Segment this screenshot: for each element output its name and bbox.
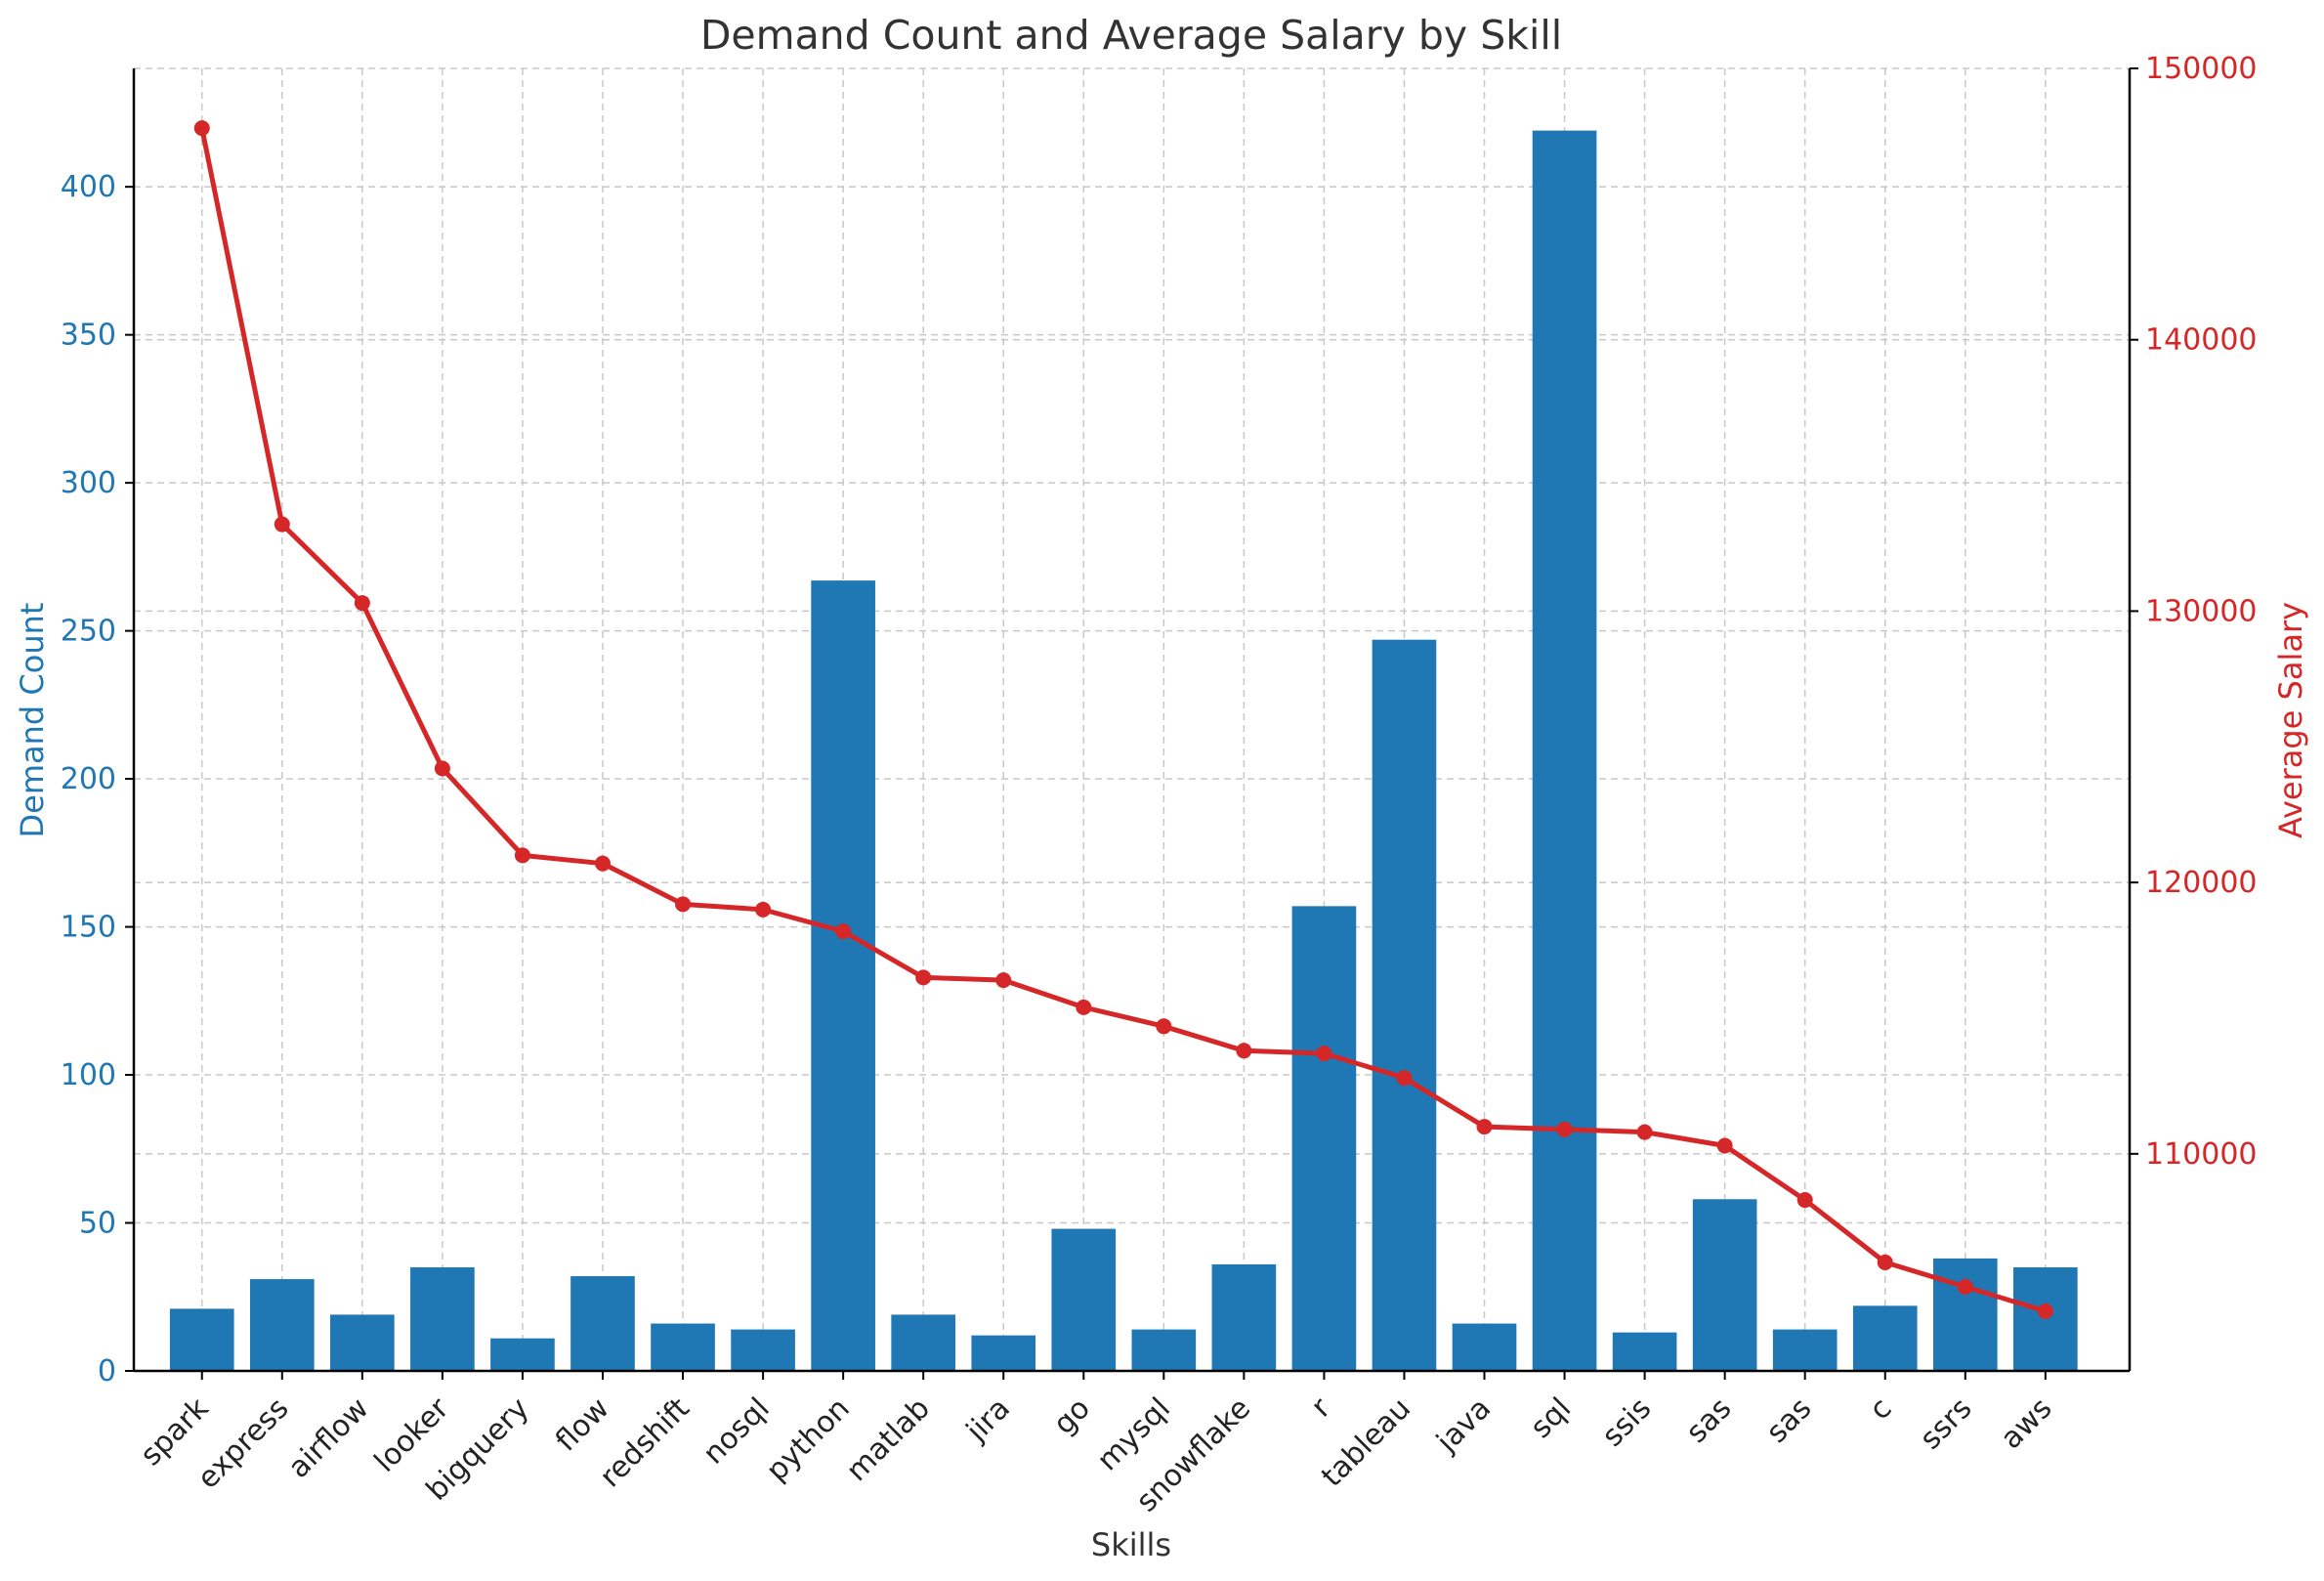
bar	[249, 1279, 315, 1371]
bar	[570, 1276, 635, 1371]
y-tick-label: 150	[61, 911, 116, 945]
y-tick-label: 350	[61, 319, 116, 353]
bar	[651, 1323, 715, 1371]
x-tick-label: sql	[1524, 1391, 1578, 1445]
chart-labels: Demand Count and Average Salary by Skill…	[14, 12, 2309, 1563]
bar	[1692, 1199, 1757, 1371]
x-tick-label: sas	[1679, 1391, 1738, 1450]
salary-point	[675, 896, 692, 913]
bar	[330, 1314, 395, 1371]
bar-series-demand-count	[169, 130, 2078, 1371]
salary-point	[434, 760, 450, 777]
y-axis-label: Demand Count	[14, 603, 51, 838]
bar	[1852, 1305, 1918, 1371]
x-tick-label: python	[760, 1391, 857, 1488]
bar	[1612, 1332, 1677, 1371]
bar	[410, 1266, 475, 1371]
grid	[134, 67, 2130, 1372]
salary-point	[1556, 1121, 1573, 1137]
salary-point	[193, 120, 210, 137]
bar	[971, 1335, 1036, 1371]
x-tick-label: jira	[959, 1391, 1017, 1449]
bar	[811, 580, 875, 1371]
x-tick-label: flow	[549, 1391, 615, 1458]
bar	[2013, 1266, 2078, 1371]
y-tick-label: 0	[98, 1354, 116, 1389]
salary-point	[594, 855, 611, 872]
salary-point	[2037, 1303, 2053, 1319]
salary-point	[755, 901, 772, 918]
y2-tick-label: 130000	[2145, 594, 2258, 628]
x-tick-label: ssis	[1595, 1391, 1658, 1454]
bar	[891, 1314, 955, 1371]
salary-point	[1156, 1018, 1172, 1035]
bar	[1051, 1228, 1117, 1371]
salary-point	[915, 969, 932, 986]
bar	[169, 1308, 234, 1371]
salary-point	[354, 595, 370, 612]
y-tick-label: 200	[61, 762, 116, 796]
salary-point	[995, 972, 1012, 989]
bar	[731, 1329, 795, 1371]
bar	[1372, 639, 1437, 1371]
x-tick-label: airflow	[281, 1391, 375, 1485]
x-tick-label: c	[1863, 1391, 1898, 1427]
salary-line	[199, 127, 2047, 1314]
salary-point	[1877, 1254, 1893, 1270]
y-tick-label: 400	[61, 170, 116, 204]
salary-point	[1476, 1119, 1493, 1135]
salary-point	[1636, 1124, 1653, 1140]
y2-tick-label: 150000	[2145, 52, 2258, 86]
x-tick-label: redshift	[593, 1391, 696, 1494]
salary-point	[514, 847, 530, 864]
x-tick-label: ssrs	[1914, 1391, 1979, 1457]
bar	[1211, 1263, 1277, 1371]
y2-tick-label: 120000	[2145, 866, 2258, 900]
salary-point	[1396, 1070, 1413, 1087]
salary-point	[835, 923, 852, 940]
x-tick-label: tableau	[1315, 1391, 1417, 1494]
bar	[1932, 1258, 1998, 1371]
line-series-average-salary	[193, 120, 2053, 1319]
bar	[1772, 1329, 1838, 1371]
salary-point	[1076, 999, 1092, 1015]
chart-title: Demand Count and Average Salary by Skill	[700, 12, 1562, 59]
salary-point	[1716, 1137, 1733, 1154]
x-tick-label: sas	[1760, 1391, 1819, 1450]
axes: 0 50 100 150 200 250 300 350 400 110000 120000 1300…	[61, 52, 2258, 1518]
y-tick-label: 100	[61, 1058, 116, 1092]
x-tick-label: r	[1305, 1390, 1338, 1424]
y-tick-label: 250	[61, 615, 116, 649]
x-axis-label: Skills	[1091, 1526, 1171, 1563]
salary-point	[1796, 1192, 1813, 1209]
y2-tick-label: 110000	[2145, 1137, 2258, 1172]
x-tick-label: go	[1047, 1391, 1097, 1441]
bar	[1452, 1323, 1517, 1371]
bar	[490, 1338, 555, 1371]
salary-point	[1236, 1043, 1252, 1059]
x-tick-label: matlab	[840, 1391, 937, 1488]
bar	[1131, 1329, 1197, 1371]
salary-point	[1316, 1046, 1332, 1062]
y-tick-label: 50	[79, 1207, 116, 1241]
y2-axis-label: Average Salary	[2272, 602, 2309, 838]
bar	[1532, 130, 1597, 1371]
x-tick-label: java	[1429, 1391, 1498, 1460]
y-tick-label: 300	[61, 466, 116, 500]
x-tick-label: aws	[1994, 1391, 2058, 1456]
salary-point	[1957, 1278, 1973, 1295]
y2-tick-label: 140000	[2145, 323, 2258, 358]
salary-point	[274, 516, 290, 533]
bar	[1291, 906, 1357, 1371]
